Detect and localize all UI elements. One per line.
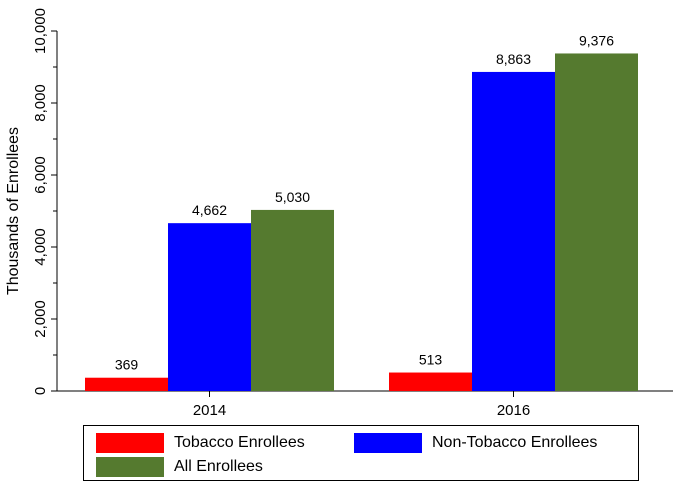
bar-value-labels: 369 4,662 5,030 513 8,863 9,376 (115, 32, 614, 372)
y-axis-ticks: 0 2,000 4,000 6,000 8,000 10,000 (32, 8, 57, 395)
bar-all-2016 (555, 53, 638, 392)
bar-label-tobacco-2014: 369 (115, 357, 139, 373)
y-tick-label: 0 (32, 387, 49, 395)
bar-non-tobacco-2014 (168, 223, 251, 391)
legend-swatch-tobacco (96, 433, 164, 453)
x-tick-label-2016: 2016 (497, 402, 530, 419)
y-tick-label: 4,000 (32, 228, 49, 266)
x-tick-label-2014: 2014 (193, 402, 226, 419)
bar-tobacco-2014 (85, 377, 168, 391)
bar-label-all-2014: 5,030 (275, 189, 310, 205)
bar-chart: Thousands of Enrollees 0 2,000 4,000 6,000 8… (5, 8, 673, 419)
legend-label-non-tobacco: Non-Tobacco Enrollees (432, 434, 598, 451)
legend-label-tobacco: Tobacco Enrollees (174, 434, 305, 451)
y-tick-label: 8,000 (32, 84, 49, 122)
legend-item-tobacco: Tobacco Enrollees (96, 432, 305, 454)
bar-label-non-tobacco-2016: 8,863 (496, 51, 531, 67)
bar-label-non-tobacco-2014: 4,662 (192, 202, 227, 218)
bar-label-all-2016: 9,376 (579, 32, 614, 48)
bar-non-tobacco-2016 (472, 71, 555, 391)
legend-item-all: All Enrollees (96, 456, 263, 478)
legend-swatch-all (96, 457, 164, 477)
bar-tobacco-2016 (389, 372, 472, 391)
bar-label-tobacco-2016: 513 (419, 352, 443, 368)
legend: Tobacco Enrollees Non-Tobacco Enrollees … (83, 425, 639, 481)
bar-all-2014 (251, 209, 334, 391)
y-axis-title: Thousands of Enrollees (5, 127, 22, 295)
x-axis-ticks: 2014 2016 (193, 391, 530, 419)
y-tick-label: 2,000 (32, 300, 49, 338)
bars (85, 53, 638, 392)
legend-label-all: All Enrollees (174, 458, 263, 475)
y-tick-label: 6,000 (32, 156, 49, 194)
y-tick-label: 10,000 (32, 8, 49, 54)
legend-item-non-tobacco: Non-Tobacco Enrollees (354, 432, 597, 454)
legend-swatch-non-tobacco (354, 433, 422, 453)
